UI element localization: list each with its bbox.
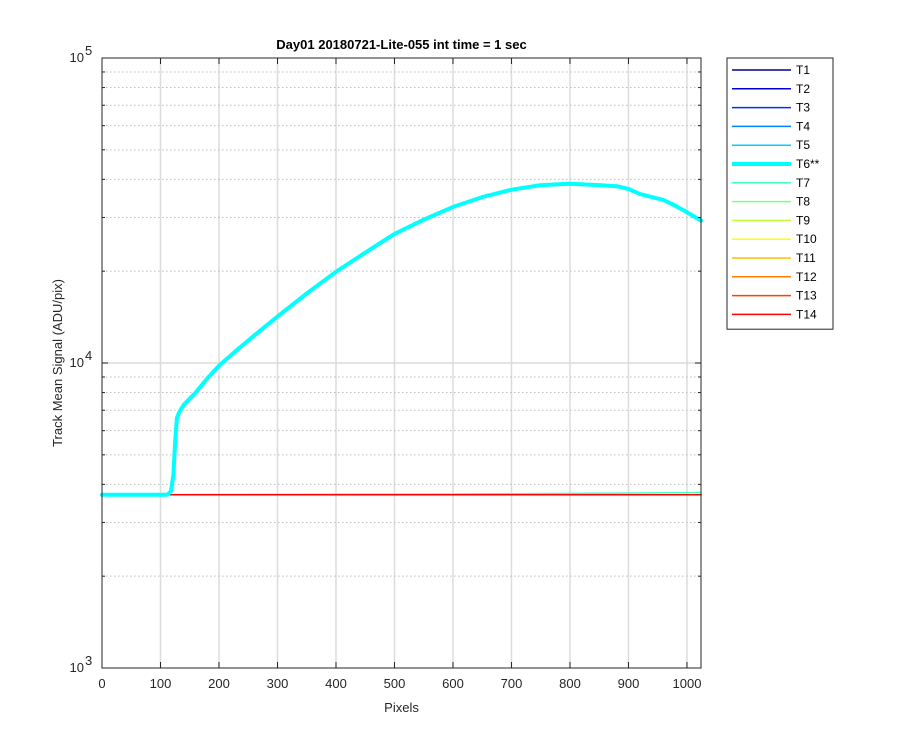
legend-box <box>726 57 834 330</box>
x-tick-label: 0 <box>98 676 105 691</box>
x-tick-label: 500 <box>384 676 406 691</box>
legend-label: T11 <box>796 251 816 265</box>
y-tick-label: 10 <box>70 355 84 370</box>
y-tick-label: 10 <box>70 50 84 65</box>
legend-label: T1 <box>796 63 810 77</box>
legend-label: T6** <box>796 157 820 171</box>
grid <box>102 58 701 668</box>
x-tick-label: 800 <box>559 676 581 691</box>
legend-label: T10 <box>796 232 817 246</box>
x-tick-label: 300 <box>267 676 289 691</box>
legend-label: T3 <box>796 101 810 115</box>
x-tick-label: 600 <box>442 676 464 691</box>
legend-label: T13 <box>796 289 817 303</box>
y-tick-label-exponent: 4 <box>85 348 92 363</box>
legend-label: T4 <box>796 119 810 133</box>
x-tick-label: 1000 <box>673 676 702 691</box>
y-tick-label-exponent: 3 <box>85 653 92 668</box>
y-tick-label: 10 <box>70 660 84 675</box>
legend-label: T5 <box>796 138 810 152</box>
legend-label: T7 <box>796 176 810 190</box>
legend: T1 T2 T3 T4 T5 T6** T7 T8 T9 T10 T11 T12 T13 T14 <box>726 57 834 330</box>
x-tick-label: 200 <box>208 676 230 691</box>
legend-label: T12 <box>796 270 817 284</box>
legend-label: T8 <box>796 195 810 209</box>
x-axis-label: Pixels <box>384 700 419 715</box>
series-lines <box>100 181 703 497</box>
y-tick-label-exponent: 5 <box>85 43 92 58</box>
x-tick-label: 900 <box>618 676 640 691</box>
legend-label: T14 <box>796 307 817 321</box>
chart-title: Day01 20180721-Lite-055 int time = 1 sec <box>276 37 526 52</box>
series-line-t6 <box>100 181 703 497</box>
legend-label: T9 <box>796 213 810 227</box>
x-tick-label: 100 <box>150 676 172 691</box>
legend-label: T2 <box>796 82 810 96</box>
y-axis-label: Track Mean Signal (ADU/pix) <box>50 279 65 447</box>
x-tick-label: 400 <box>325 676 347 691</box>
x-tick-label: 700 <box>501 676 523 691</box>
